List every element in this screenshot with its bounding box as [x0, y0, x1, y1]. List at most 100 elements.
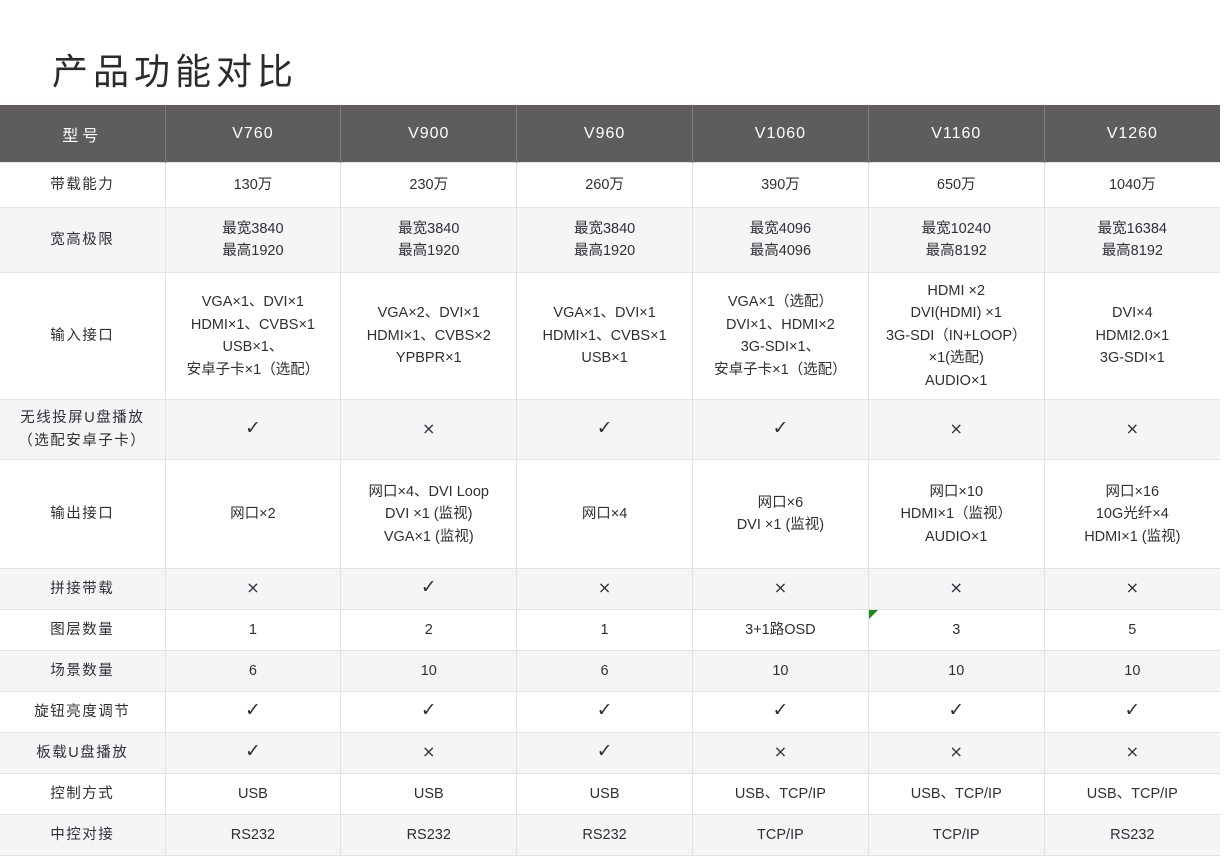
- cell-wireless-cast-usb-playback-v760: ✓: [165, 399, 342, 461]
- table-row: 输入接口 VGA×1、DVI×1 HDMI×1、CVBS×1 USB×1、 安卓子…: [0, 271, 1220, 401]
- table-row: 图层数量 1 2 1 3+1路OSD 3 5: [0, 609, 1220, 652]
- cell-central-control-v1260: RS232: [1044, 814, 1220, 856]
- product-comparison-table: 型号 V760 V900 V960 V1060 V1160 V1260 带载能力…: [0, 105, 1220, 856]
- cell-central-control-v1060: TCP/IP: [692, 814, 869, 856]
- row-label-central-control: 中控对接: [0, 814, 166, 856]
- cross-icon: ×: [422, 742, 436, 762]
- cell-central-control-v760: RS232: [165, 814, 342, 856]
- cell-input-interface-v900: VGA×2、DVI×1 HDMI×1、CVBS×2 YPBPR×1: [340, 271, 518, 401]
- cell-control-method-v760: USB: [165, 773, 342, 816]
- cell-output-interface-v900: 网口×4、DVI Loop DVI ×1 (监视) VGA×1 (监视): [340, 459, 518, 570]
- row-label-resolution-limit: 宽高极限: [0, 207, 166, 273]
- cross-icon: ×: [1125, 578, 1140, 598]
- cell-input-interface-v760: VGA×1、DVI×1 HDMI×1、CVBS×1 USB×1、 安卓子卡×1（…: [165, 271, 342, 401]
- cell-onboard-usb-playback-v900: ×: [340, 732, 518, 775]
- cell-output-interface-v1060: 网口×6 DVI ×1 (监视): [692, 459, 869, 570]
- cell-wireless-cast-usb-playback-v960: ✓: [516, 399, 693, 461]
- cell-carrying-capacity-v1260: 1040万: [1044, 162, 1220, 208]
- row-label-splicing-load: 拼接带载: [0, 568, 166, 611]
- row-label-knob-brightness-adjust: 旋钮亮度调节: [0, 691, 166, 734]
- cross-icon: ×: [949, 742, 963, 762]
- cell-central-control-v900: RS232: [340, 814, 518, 856]
- table-row: 场景数量 6 10 6 10 10 10: [0, 650, 1220, 693]
- cell-carrying-capacity-v960: 260万: [516, 162, 693, 208]
- row-label-layer-count: 图层数量: [0, 609, 166, 652]
- cell-resolution-limit-v1060: 最宽4096 最高4096: [692, 207, 869, 273]
- cell-control-method-v1160: USB、TCP/IP: [868, 773, 1045, 816]
- cell-resolution-limit-v960: 最宽3840 最高1920: [516, 207, 693, 273]
- cell-scene-count-v1060: 10: [692, 650, 869, 693]
- cell-scene-count-v760: 6: [165, 650, 342, 693]
- column-header-v900: V900: [340, 105, 518, 163]
- comment-flag-icon: [868, 610, 878, 620]
- cell-carrying-capacity-v900: 230万: [340, 162, 518, 208]
- cross-icon: ×: [949, 578, 963, 598]
- cell-layer-count-v1260: 5: [1044, 609, 1220, 652]
- cell-control-method-v960: USB: [516, 773, 693, 816]
- check-icon: ✓: [1124, 699, 1141, 722]
- cell-carrying-capacity-v760: 130万: [165, 162, 342, 208]
- column-header-v960: V960: [516, 105, 693, 163]
- cross-icon: ×: [597, 578, 612, 598]
- cell-layer-count-v760: 1: [165, 609, 342, 652]
- row-label-input-interface: 输入接口: [0, 271, 166, 401]
- cell-knob-brightness-adjust-v1060: ✓: [692, 691, 869, 734]
- cell-input-interface-v1060: VGA×1（选配） DVI×1、HDMI×2 3G-SDI×1、 安卓子卡×1（…: [692, 271, 869, 401]
- cell-wireless-cast-usb-playback-v1260: ×: [1044, 399, 1220, 461]
- cell-control-method-v1260: USB、TCP/IP: [1044, 773, 1220, 816]
- check-icon: ✓: [772, 699, 789, 722]
- cell-central-control-v960: RS232: [516, 814, 693, 856]
- column-header-v1160: V1160: [868, 105, 1045, 163]
- cell-knob-brightness-adjust-v900: ✓: [340, 691, 518, 734]
- cell-output-interface-v1160: 网口×10 HDMI×1（监视） AUDIO×1: [868, 459, 1045, 570]
- table-row: 输出接口 网口×2 网口×4、DVI Loop DVI ×1 (监视) VGA×1 …: [0, 459, 1220, 570]
- table-row: 无线投屏U盘播放 （选配安卓子卡） ✓ × ✓ ✓ × ×: [0, 399, 1220, 461]
- column-header-model-label: 型号: [0, 105, 166, 163]
- cell-scene-count-v1160: 10: [868, 650, 1045, 693]
- check-icon: ✓: [948, 699, 965, 722]
- row-label-scene-count: 场景数量: [0, 650, 166, 693]
- cell-splicing-load-v1160: ×: [868, 568, 1045, 611]
- cross-icon: ×: [949, 418, 963, 438]
- cell-resolution-limit-v1160: 最宽10240 最高8192: [868, 207, 1045, 273]
- check-icon: ✓: [244, 740, 261, 763]
- check-icon: ✓: [772, 416, 789, 439]
- row-label-carrying-capacity: 带载能力: [0, 162, 166, 208]
- cell-scene-count-v1260: 10: [1044, 650, 1220, 693]
- column-header-v1260: V1260: [1044, 105, 1220, 163]
- row-label-output-interface: 输出接口: [0, 459, 166, 570]
- cell-input-interface-v1260: DVI×4 HDMI2.0×1 3G-SDI×1: [1044, 271, 1220, 401]
- table-body: 带载能力 130万 230万 260万 390万 650万 1040万 宽高极限 最宽3840 …: [0, 162, 1220, 856]
- comparison-table-wrapper: 型号 V760 V900 V960 V1060 V1160 V1260 带载能力…: [0, 105, 1220, 856]
- cell-resolution-limit-v760: 最宽3840 最高1920: [165, 207, 342, 273]
- check-icon: ✓: [244, 416, 261, 439]
- table-row: 控制方式 USB USB USB USB、TCP/IP USB、TCP/IP USB、TCP…: [0, 773, 1220, 816]
- check-icon: ✓: [420, 699, 437, 722]
- cross-icon: ×: [773, 742, 788, 762]
- cell-wireless-cast-usb-playback-v1060: ✓: [692, 399, 869, 461]
- check-icon: ✓: [596, 740, 613, 763]
- cell-resolution-limit-v1260: 最宽16384 最高8192: [1044, 207, 1220, 273]
- cell-carrying-capacity-v1160: 650万: [868, 162, 1045, 208]
- cell-output-interface-v960: 网口×4: [516, 459, 693, 570]
- cross-icon: ×: [422, 418, 436, 438]
- cell-wireless-cast-usb-playback-v900: ×: [340, 399, 518, 461]
- row-label-control-method: 控制方式: [0, 773, 166, 816]
- cell-scene-count-v900: 10: [340, 650, 518, 693]
- cell-onboard-usb-playback-v1060: ×: [692, 732, 869, 775]
- cell-scene-count-v960: 6: [516, 650, 693, 693]
- cross-icon: ×: [246, 578, 260, 598]
- check-icon: ✓: [596, 699, 613, 722]
- column-header-v760: V760: [165, 105, 342, 163]
- cell-layer-count-v1160: 3: [868, 609, 1045, 652]
- cell-splicing-load-v760: ×: [165, 568, 342, 611]
- cell-onboard-usb-playback-v1260: ×: [1044, 732, 1220, 775]
- cell-layer-count-v900: 2: [340, 609, 518, 652]
- cell-output-interface-v760: 网口×2: [165, 459, 342, 570]
- cell-splicing-load-v960: ×: [516, 568, 693, 611]
- cell-onboard-usb-playback-v1160: ×: [868, 732, 1045, 775]
- cell-input-interface-v960: VGA×1、DVI×1 HDMI×1、CVBS×1 USB×1: [516, 271, 693, 401]
- check-icon: ✓: [596, 416, 613, 439]
- page-title: 产品功能对比: [52, 51, 299, 93]
